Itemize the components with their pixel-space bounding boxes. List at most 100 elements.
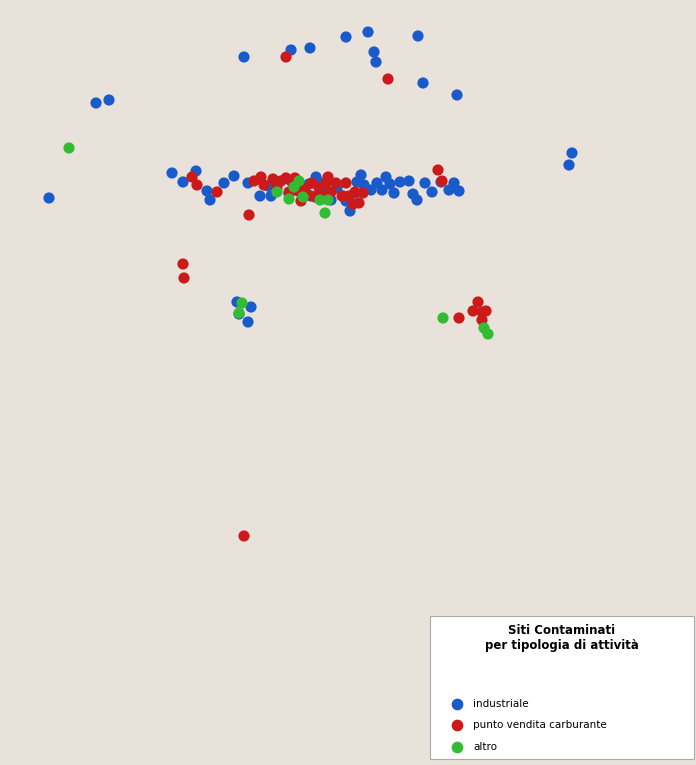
punto vendita carburante bbox=[343, 190, 354, 202]
punto vendita carburante bbox=[178, 272, 189, 284]
punto vendita carburante bbox=[271, 182, 283, 194]
punto vendita carburante bbox=[280, 51, 292, 63]
altro bbox=[322, 194, 333, 206]
punto vendita carburante bbox=[280, 172, 292, 184]
industriale bbox=[306, 190, 317, 202]
altro bbox=[233, 307, 244, 319]
industriale bbox=[395, 176, 406, 188]
industriale bbox=[407, 188, 418, 200]
industriale bbox=[351, 176, 363, 188]
Point bbox=[0, 0, 6, 6]
punto vendita carburante bbox=[299, 182, 310, 194]
industriale bbox=[262, 180, 274, 192]
punto vendita carburante bbox=[336, 190, 347, 202]
industriale bbox=[345, 205, 356, 217]
altro bbox=[294, 175, 305, 187]
punto vendita carburante bbox=[331, 177, 342, 189]
industriale bbox=[349, 187, 361, 199]
FancyBboxPatch shape bbox=[429, 616, 695, 759]
punto vendita carburante bbox=[340, 177, 351, 189]
Text: altro: altro bbox=[473, 742, 498, 752]
industriale bbox=[356, 169, 367, 181]
industriale bbox=[411, 194, 422, 206]
altro bbox=[319, 207, 331, 219]
altro bbox=[437, 312, 448, 324]
industriale bbox=[219, 177, 230, 189]
industriale bbox=[310, 171, 322, 183]
industriale bbox=[370, 56, 381, 68]
punto vendita carburante bbox=[191, 179, 203, 191]
altro bbox=[315, 194, 326, 206]
industriale bbox=[372, 177, 383, 189]
altro bbox=[482, 328, 493, 340]
altro bbox=[283, 193, 294, 205]
punto vendita carburante bbox=[295, 195, 306, 207]
industriale bbox=[205, 194, 216, 206]
industriale bbox=[303, 178, 315, 190]
punto vendita carburante bbox=[306, 177, 317, 189]
punto vendita carburante bbox=[432, 164, 443, 176]
industriale bbox=[201, 185, 212, 197]
industriale bbox=[564, 159, 575, 171]
industriale bbox=[166, 167, 177, 179]
industriale bbox=[228, 170, 239, 182]
industriale bbox=[255, 190, 266, 202]
industriale bbox=[331, 182, 342, 194]
punto vendita carburante bbox=[322, 171, 333, 183]
punto vendita carburante bbox=[347, 198, 358, 210]
industriale bbox=[452, 89, 463, 101]
industriale bbox=[319, 187, 331, 199]
punto vendita carburante bbox=[310, 191, 321, 203]
industriale bbox=[43, 192, 54, 204]
punto vendita carburante bbox=[480, 305, 491, 317]
industriale bbox=[436, 176, 447, 188]
punto vendita carburante bbox=[255, 171, 267, 183]
industriale bbox=[384, 178, 395, 190]
punto vendita carburante bbox=[473, 296, 484, 308]
punto vendita carburante bbox=[313, 182, 324, 194]
industriale bbox=[232, 296, 243, 308]
industriale bbox=[358, 179, 370, 191]
punto vendita carburante bbox=[468, 305, 479, 317]
industriale bbox=[246, 301, 257, 313]
industriale bbox=[233, 308, 244, 320]
altro bbox=[478, 322, 489, 334]
punto vendita carburante bbox=[436, 175, 448, 187]
industriale bbox=[104, 94, 115, 106]
Point bbox=[0, 0, 6, 6]
punto vendita carburante bbox=[248, 175, 260, 187]
punto vendita carburante bbox=[258, 179, 269, 191]
industriale bbox=[368, 46, 379, 58]
punto vendita carburante bbox=[354, 197, 365, 209]
industriale bbox=[272, 176, 283, 188]
industriale bbox=[242, 177, 253, 189]
punto vendita carburante bbox=[267, 173, 278, 185]
punto vendita carburante bbox=[477, 306, 488, 318]
altro bbox=[63, 142, 74, 154]
punto vendita carburante bbox=[244, 209, 255, 221]
industriale bbox=[377, 184, 388, 196]
industriale bbox=[315, 177, 326, 189]
industriale bbox=[340, 31, 351, 43]
industriale bbox=[239, 51, 250, 63]
industriale bbox=[404, 175, 415, 187]
punto vendita carburante bbox=[382, 73, 393, 85]
altro bbox=[237, 297, 248, 309]
punto vendita carburante bbox=[239, 530, 250, 542]
industriale bbox=[381, 171, 392, 183]
punto vendita carburante bbox=[292, 185, 303, 197]
industriale bbox=[413, 30, 424, 42]
industriale bbox=[340, 195, 351, 207]
punto vendita carburante bbox=[453, 312, 464, 324]
punto vendita carburante bbox=[349, 186, 361, 198]
punto vendita carburante bbox=[177, 258, 189, 270]
industriale bbox=[567, 147, 578, 159]
altro bbox=[288, 181, 299, 193]
industriale bbox=[283, 188, 294, 200]
punto vendita carburante bbox=[319, 190, 330, 202]
punto vendita carburante bbox=[358, 187, 369, 199]
industriale bbox=[365, 184, 377, 196]
industriale bbox=[427, 186, 438, 198]
industriale bbox=[265, 190, 276, 202]
industriale bbox=[285, 44, 296, 56]
